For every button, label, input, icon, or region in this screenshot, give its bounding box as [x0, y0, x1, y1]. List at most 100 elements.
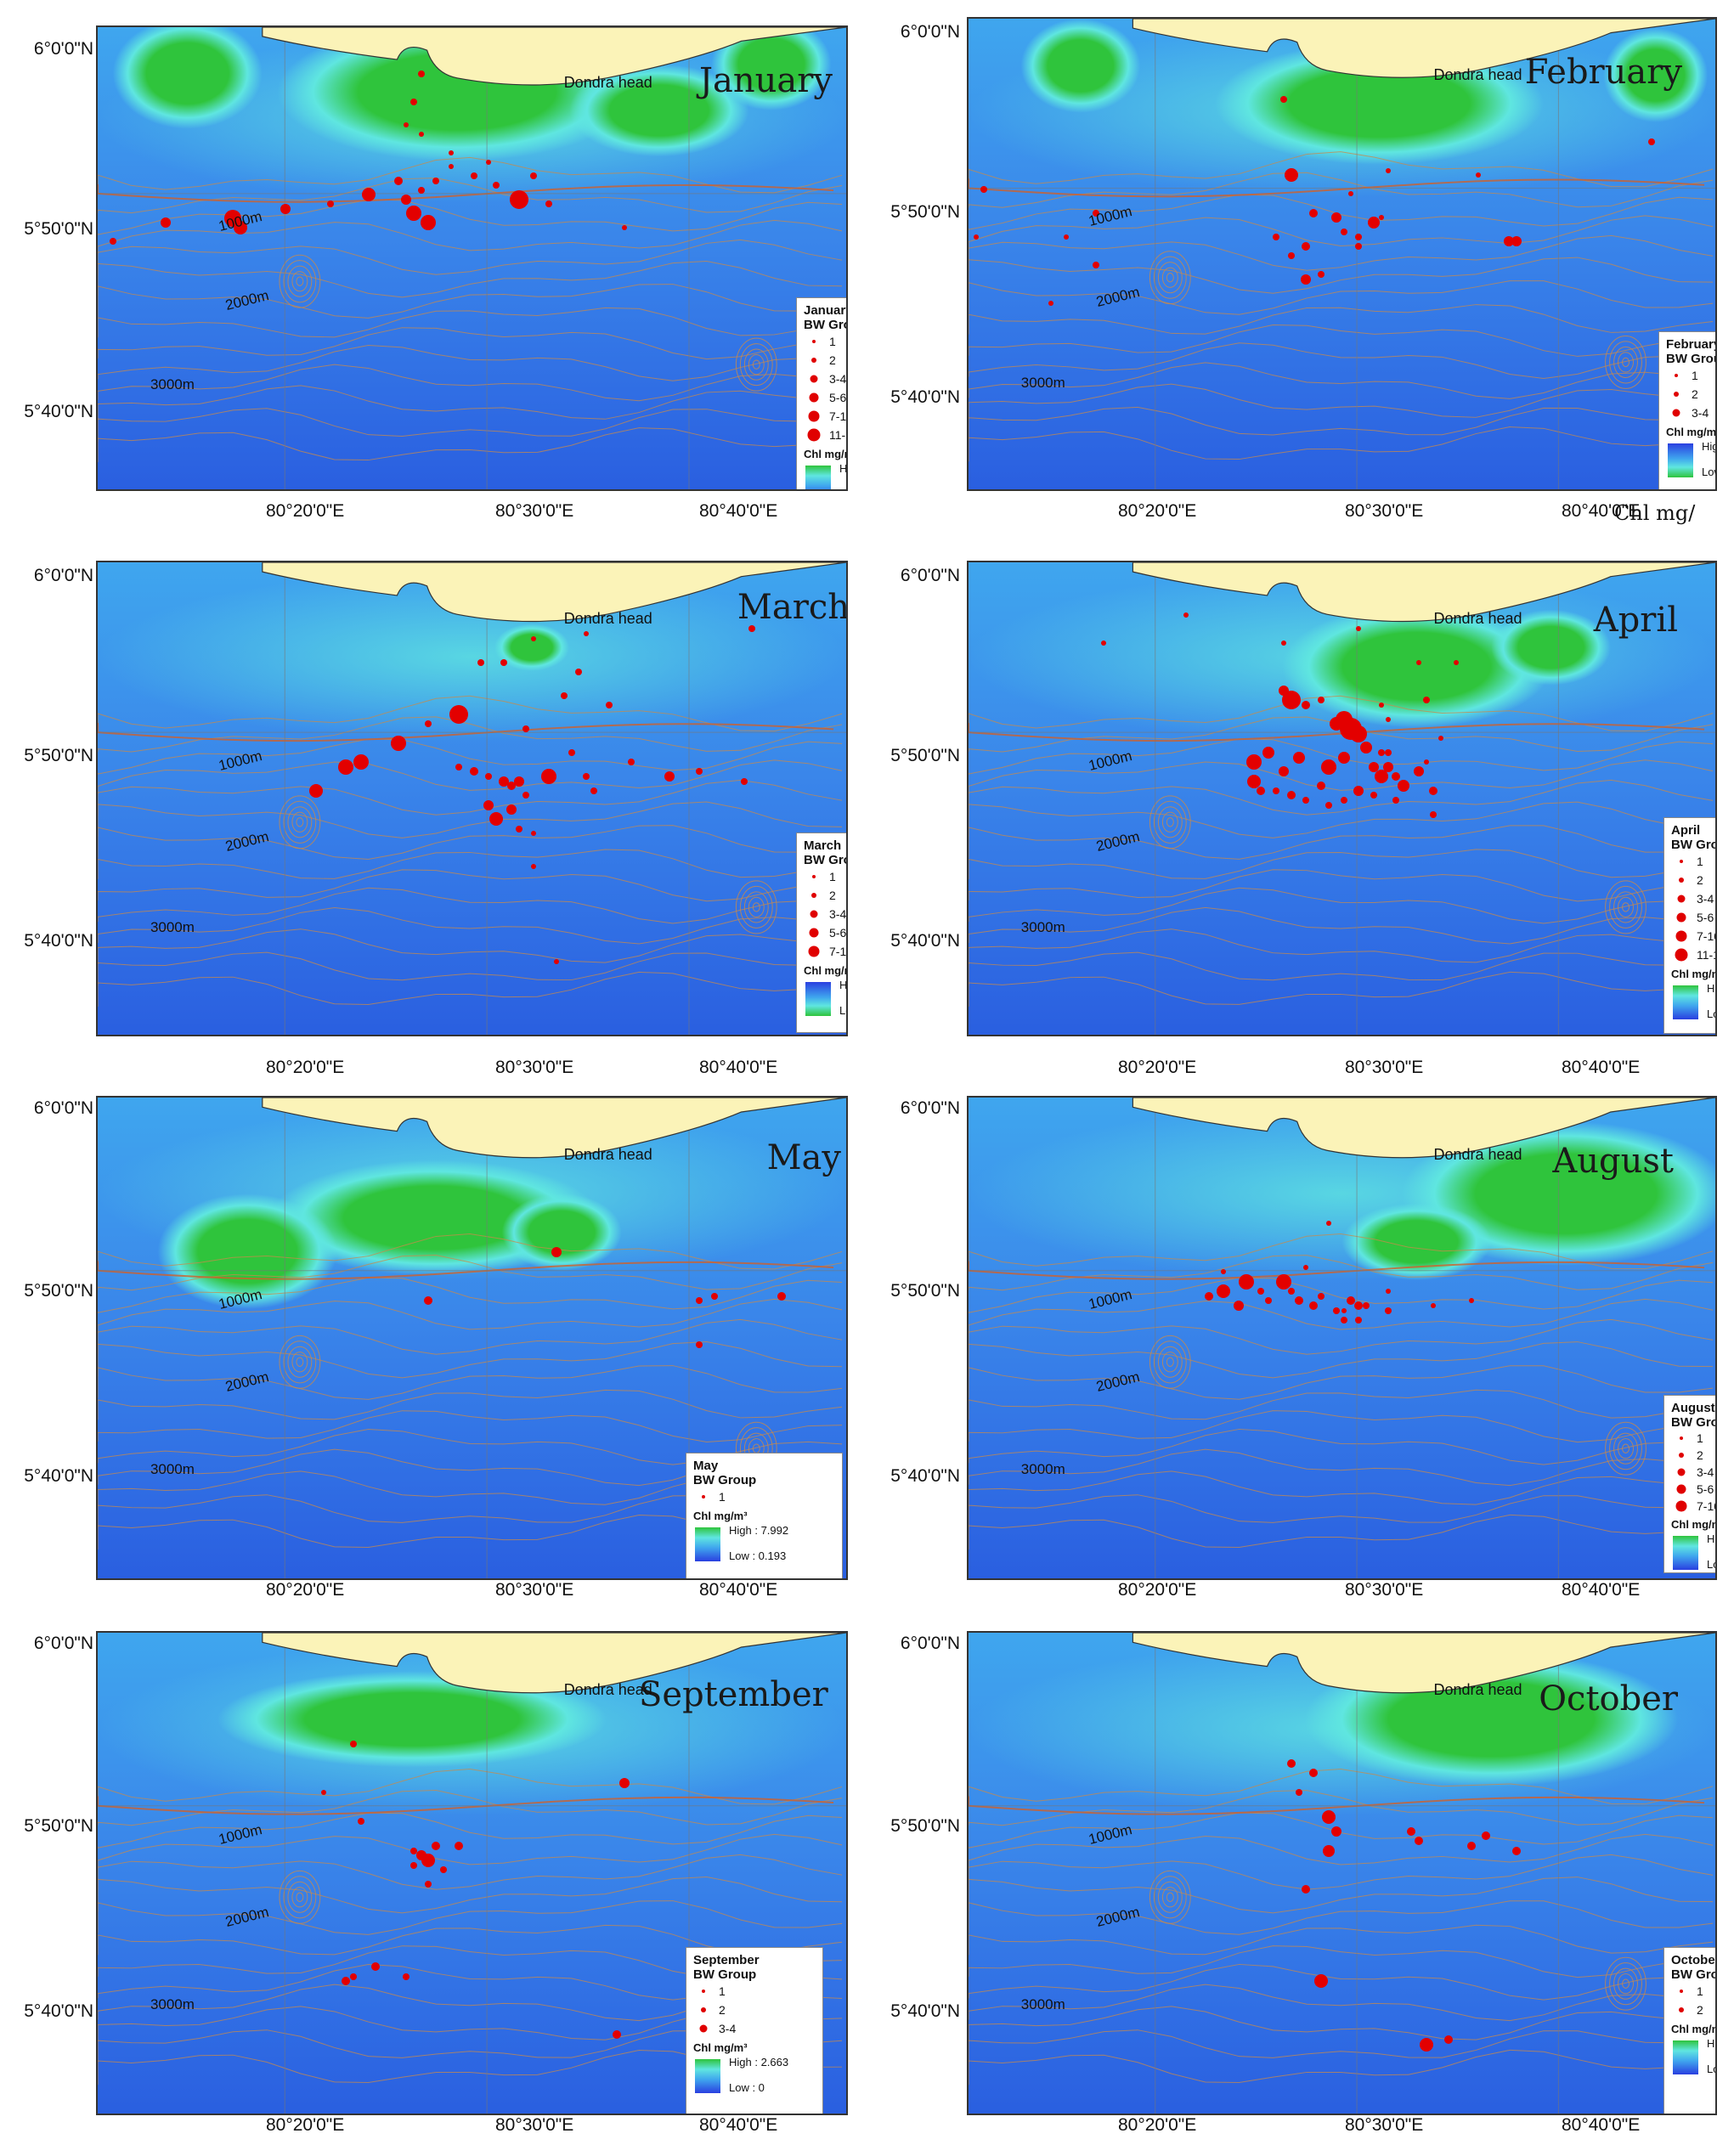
chl-color-ramp [1673, 985, 1698, 1019]
depth-label-3000m: 3000m [150, 376, 195, 392]
lat-label: 6°0'0"N [33, 1634, 93, 1653]
sighting-point [551, 1247, 562, 1258]
sighting-point [1302, 1885, 1311, 1894]
depth-label-3000m: 3000m [150, 1995, 195, 2012]
sighting-point [449, 705, 468, 725]
legend-chl-title: Chl mg/m³ [693, 1510, 748, 1522]
sighting-point [1330, 1826, 1341, 1837]
sighting-point [280, 203, 291, 214]
sighting-point [357, 1818, 364, 1826]
sighting-point [349, 1973, 357, 1980]
sighting-point [553, 959, 559, 965]
sighting-point [448, 164, 454, 170]
sighting-point [1278, 766, 1289, 777]
lon-label: 80°30'0"E [1345, 1580, 1424, 1600]
sighting-point [109, 238, 116, 246]
legend-group-row: 3-4 [1671, 1464, 1715, 1481]
place-label-dondra-head: Dondra head [563, 1146, 652, 1163]
legend-dot-icon [1675, 948, 1688, 962]
panel-title: August [1552, 1142, 1674, 1181]
land [1132, 562, 1715, 623]
sighting-point [1438, 736, 1444, 742]
legend-group-row: 3-4 [1666, 404, 1715, 422]
sighting-point [696, 1297, 703, 1305]
sighting-point [1294, 1296, 1303, 1306]
legend-group-label: 1 [719, 1984, 726, 1998]
legend-group-row: 11-15 [1671, 945, 1715, 964]
sighting-point [1280, 641, 1286, 646]
sighting-point [448, 150, 454, 155]
sighting-point [320, 1790, 326, 1796]
lon-label: 80°20'0"E [266, 1058, 345, 1077]
legend-high-value: High : 2.663 [729, 2056, 789, 2069]
panel-title: January [699, 61, 833, 100]
sighting-point [1392, 772, 1401, 781]
legend-group-label: 11-15 [1697, 948, 1715, 962]
sighting-point [1273, 787, 1280, 794]
sighting-point [1292, 751, 1305, 764]
sighting-point [1429, 786, 1438, 795]
legend-high-value: High : 2.032 [1707, 982, 1717, 995]
legend-group-title: BW Group [1666, 352, 1715, 366]
legend-dot-icon [808, 410, 820, 422]
sighting-point [531, 831, 537, 837]
sighting-point [1337, 751, 1350, 764]
legend-group-label: 1 [1697, 855, 1703, 868]
sighting-point [696, 768, 703, 776]
sighting-point [1378, 703, 1384, 708]
legend-group-title: BW Group [693, 1967, 757, 1982]
chl-color-ramp [695, 2059, 720, 2093]
sighting-point [1398, 780, 1410, 793]
sighting-point [1368, 761, 1379, 772]
sighting-point [1362, 1302, 1370, 1310]
sighting-point [664, 771, 675, 782]
legend-dot-icon [699, 2024, 708, 2033]
sighting-point [391, 735, 406, 751]
sighting-point [483, 799, 494, 810]
sighting-point [584, 631, 590, 636]
sighting-point [353, 754, 369, 770]
map-panel-february: February Dondra head 1000m 2000m 3000m Februa… [867, 0, 1733, 535]
sighting-point [1353, 785, 1364, 796]
sighting-point [1279, 95, 1287, 103]
chlorophyll-raster [969, 1633, 1715, 2114]
legend-group-label: 2 [829, 889, 836, 902]
sighting-point [583, 773, 590, 780]
lat-label: 5°40'0"N [24, 1466, 93, 1486]
legend-month: August [1671, 1401, 1715, 1415]
sighting-point [425, 1881, 432, 1888]
legend-group-label: 5-6 [829, 391, 847, 404]
sighting-point [486, 159, 492, 165]
sighting-point [489, 812, 504, 827]
legend-group-title: BW Group [804, 853, 846, 867]
legend-dot-icon [1679, 2007, 1684, 2012]
sighting-point [160, 217, 171, 229]
sighting-point [1444, 2035, 1454, 2044]
legend-group-row: 1 [1666, 366, 1715, 385]
lon-label: 80°20'0"E [1118, 1058, 1197, 1077]
sighting-point [1466, 1841, 1476, 1850]
legend-group-label: 1 [1692, 369, 1698, 382]
sighting-point [493, 182, 500, 189]
sighting-point [1318, 1292, 1325, 1300]
land [262, 1098, 846, 1159]
sighting-point [506, 804, 517, 816]
lat-label: 6°0'0"N [900, 22, 960, 42]
lat-label: 5°40'0"N [890, 931, 960, 951]
sighting-point [1309, 1301, 1319, 1311]
legend-group-label: 3-4 [829, 372, 847, 386]
legend-group-title: BW Group [1671, 838, 1715, 852]
lon-label: 80°20'0"E [266, 2115, 345, 2135]
sighting-point [454, 1841, 463, 1850]
sighting-point [1302, 241, 1311, 251]
chlorophyll-raster [98, 562, 846, 1035]
map-panel-october: October Dondra head 1000m 2000m 3000m October… [867, 1614, 1733, 2149]
lat-label: 5°40'0"N [890, 2001, 960, 2021]
legend-group-label: 5-6 [829, 926, 847, 940]
legend-group-row: 5-6 [1671, 1481, 1715, 1498]
legend-dot-icon [1675, 1500, 1687, 1512]
sighting-point [1204, 1291, 1213, 1301]
